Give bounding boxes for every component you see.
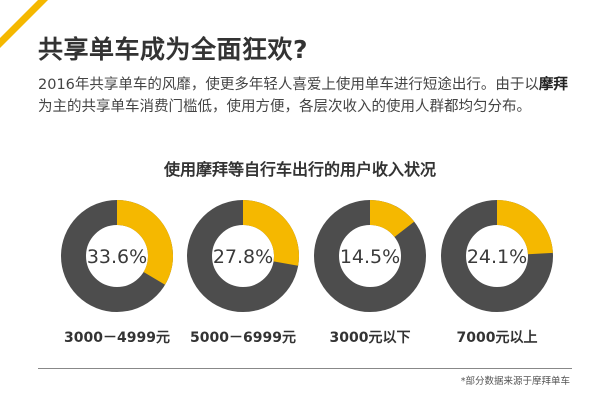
bottom-divider: [38, 368, 572, 369]
donut-percent-label: 24.1%: [467, 246, 527, 268]
intro-paragraph: 2016年共享单车的风靡，使更多年轻人喜爱上使用单车进行短途出行。由于以摩拜为主…: [38, 74, 578, 118]
donut-2: 27.8% 5000－6999元: [187, 200, 299, 346]
donut-charts: 33.6% 3000－4999元 27.8% 5000－6999元 14.5% 3000元…: [61, 200, 553, 346]
donut-value-slice: [370, 200, 415, 237]
intro-text-part-2: 为主的共享单车消费门槛低，使用方便，各层次收入的使用人群都均匀分布。: [38, 99, 531, 115]
donut-category-label: 3000－4999元: [64, 330, 170, 346]
donut-percent-label: 27.8%: [213, 246, 273, 268]
donut-value-slice: [243, 200, 299, 266]
donut-value-slice: [117, 200, 173, 285]
corner-stripe-decoration: [0, 0, 48, 48]
source-footnote: *部分数据来源于摩拜单车: [460, 376, 570, 387]
donut-1: 33.6% 3000－4999元: [61, 200, 173, 346]
page-title: 共享单车成为全面狂欢?: [38, 35, 309, 64]
intro-text-brand: 摩拜: [538, 77, 568, 93]
donut-4: 24.1% 7000元以上: [441, 200, 553, 346]
donut-category-label: 5000－6999元: [190, 330, 296, 346]
donut-category-label: 7000元以上: [457, 330, 538, 346]
chart-title: 使用摩拜等自行车出行的用户收入状况: [163, 160, 436, 179]
donut-percent-label: 33.6%: [87, 246, 147, 268]
donut-3: 14.5% 3000元以下: [314, 200, 426, 346]
intro-text-part-1: 2016年共享单车的风靡，使更多年轻人喜爱上使用单车进行短途出行。由于以: [38, 77, 539, 93]
donut-value-slice: [497, 200, 553, 255]
donut-category-label: 3000元以下: [330, 330, 411, 346]
donut-percent-label: 14.5%: [340, 246, 400, 268]
